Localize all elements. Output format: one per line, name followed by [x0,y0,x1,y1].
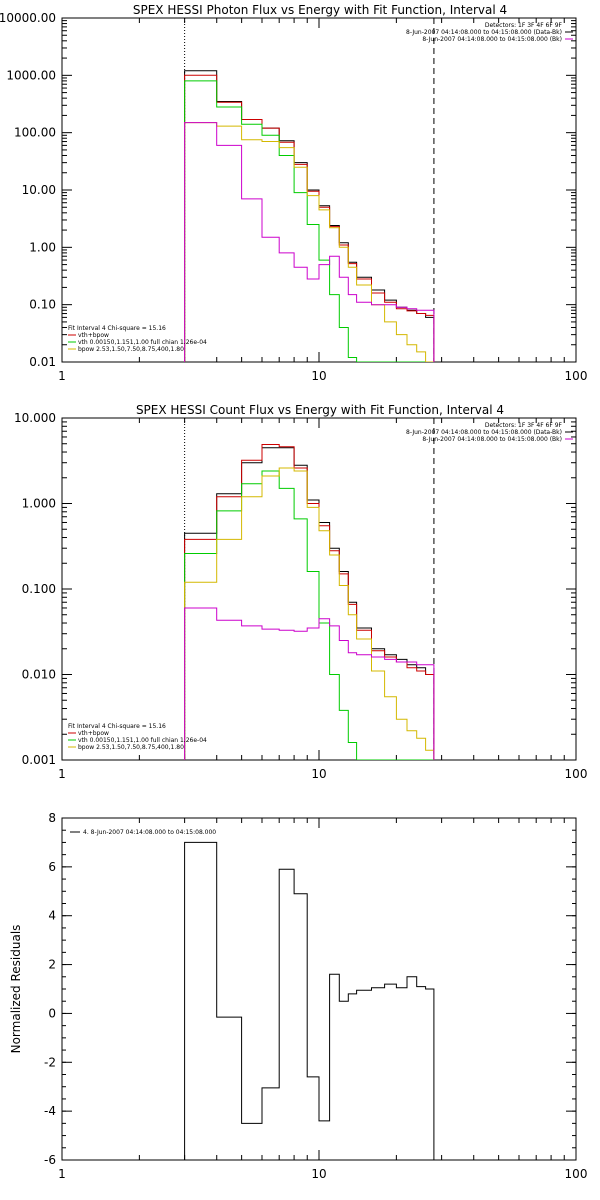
y-tick-label: 1000.00 [6,68,56,82]
y-tick-label: 10000.00 [0,11,56,25]
info-top-line: 8-Jun-2007 04:14:08.000 to 04:15:08.000 … [422,436,562,443]
count-flux-panel: SPEX HESSI Count Flux vs Energy with Fit… [14,403,587,781]
info-bottom-line: vth+bpow [78,332,109,339]
count-chart-title: SPEX HESSI Count Flux vs Energy with Fit… [136,403,504,417]
y-tick-label: -6 [44,1153,56,1167]
x-tick-label: 100 [565,369,588,383]
y-tick-label: 10.00 [22,183,56,197]
y-tick-label: 1.00 [29,240,56,254]
x-tick-label: 1 [58,369,66,383]
y-tick-label: 0.010 [22,668,56,682]
info-bottom-line: bpow 2.53,1.50,7.50,8.75,400,1.80 [78,346,184,353]
series-line-red [184,74,435,362]
info-bottom-line: bpow 2.53,1.50,7.50,8.75,400,1.80 [78,744,184,751]
series-line-total [184,70,435,362]
info-top-line: Detectors: 1F 3F 4F 6F 9F [485,422,563,429]
series-line-bpow [184,467,435,760]
info-top-line: 8-Jun-2007 04:14:08.000 to 04:15:08.000 … [422,36,562,43]
y-tick-label: 8 [48,811,56,825]
info-bottom-line: Fit Interval 4 Chi-square = 15.16 [68,325,166,332]
x-tick-label: 10 [311,369,326,383]
x-tick-label: 10 [311,1167,326,1181]
residuals-plot-layer: 1 10 100 -6 -4 -2 0 2 4 6 8 4. 8-Jun-2007 04:14:08.… [44,811,587,1181]
y-tick-label: 0.01 [29,355,56,369]
series-group [184,70,435,362]
series-group [184,841,435,1160]
series-line-bk [184,607,435,760]
series-line-bk [184,122,435,362]
y-tick-label: 4 [48,909,56,923]
y-tick-label: 0 [48,1006,56,1020]
y-tick-label: 6 [48,860,56,874]
info-bottom-line: vth+bpow [78,730,109,737]
y-tick-label: 100.00 [14,126,56,140]
photon-flux-panel: SPEX HESSI Photon Flux vs Energy with Fi… [0,3,587,383]
residuals-panel: Normalized Residuals 1 10 100 -6 -4 -2 0 2 4 6 8 4.… [9,811,587,1181]
info-top-line: Detectors: 1F 3F 4F 6F 9F [485,22,563,29]
series-line-bpow [184,122,434,362]
x-tick-label: 1 [58,767,66,781]
y-tick-label: 10.000 [14,411,56,425]
y-tick-label: 2 [48,958,56,972]
series-group [184,444,435,760]
x-tick-label: 10 [311,767,326,781]
count-plot-layer: 1 10 100 0.001 0.010 0.100 1.000 10.000 Detector… [14,411,587,781]
x-tick-label: 100 [565,767,588,781]
info-top-line: 8-Jun-2007 04:14:08.000 to 04:15:08.000 … [406,29,562,36]
photon-plot-layer: 1 10 100 0.01 0.10 1.00 10.00 100.00 1000.00 1000… [0,11,587,383]
info-bottom-line: vth 0.00150,1.151,1.00 full chian 1.26e-… [78,339,207,346]
y-tick-label: 0.001 [22,753,56,767]
photon-chart-title: SPEX HESSI Photon Flux vs Energy with Fi… [133,3,507,17]
x-tick-label: 1 [58,1167,66,1181]
info-bottom-line: vth 0.00150,1.151,1.00 full chian 1.26e-… [78,737,207,744]
series-line-total [184,841,435,1160]
series-line-vth [184,80,434,362]
legend-interval-label: 4. 8-Jun-2007 04:14:08.000 to 04:15:08.0… [83,829,216,836]
residuals-ylabel: Normalized Residuals [9,925,23,1054]
x-tick-label: 100 [565,1167,588,1181]
y-tick-label: 0.10 [29,298,56,312]
y-tick-label: 1.000 [22,497,56,511]
info-top-line: 8-Jun-2007 04:14:08.000 to 04:15:08.000 … [406,429,562,436]
y-tick-label: 0.100 [22,582,56,596]
info-bottom-line: Fit Interval 4 Chi-square = 15.16 [68,723,166,730]
y-tick-label: -2 [44,1055,56,1069]
y-tick-label: -4 [44,1104,56,1118]
